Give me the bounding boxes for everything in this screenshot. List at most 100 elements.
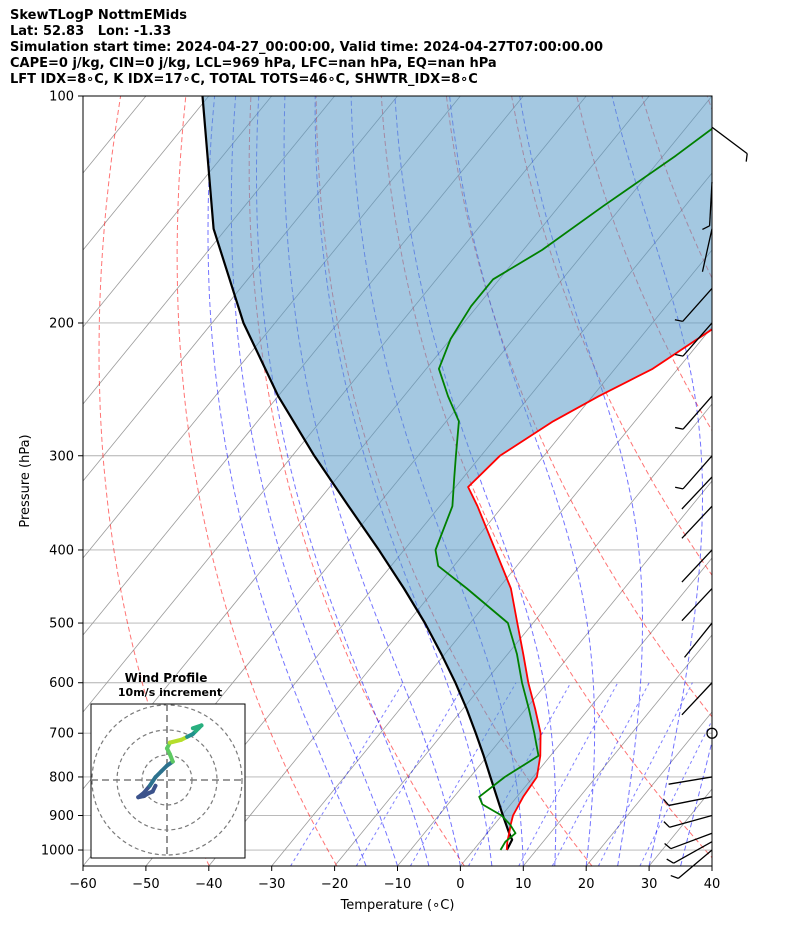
x-tick-label: 0 [456,877,464,892]
x-tick-label: −60 [69,877,96,892]
x-tick-label: −20 [321,877,348,892]
wind-barb-staff [668,776,713,785]
inset-title: Wind Profile [125,671,208,685]
dry-adiabat [248,96,465,866]
dry-adiabat [511,96,712,577]
wind-barb-staff [668,796,713,807]
dry-adiabat [315,96,593,866]
isotherm-gridline [460,557,712,866]
wind-profile-inset [90,703,246,859]
x-axis-label: Temperature (∘C) [340,898,455,913]
wind-barb-staff [681,505,713,539]
moist-adiabat [207,96,367,866]
chart-title-line-2: Lat: 52.83 Lon: -1.33 [10,24,172,39]
chart-title-line-3: Simulation start time: 2024-04-27_00:00:… [10,40,603,55]
y-tick-label: 1000 [41,844,74,859]
mixing-ratio-line [551,682,650,866]
wind-barbs [663,126,748,879]
axes: −60 −50 −40 −30 −20 −10 0 10 20 30 40 1000 900 800 700… [41,90,720,893]
wind-barb-feather [674,486,684,490]
isotherm-gridline [585,711,712,866]
wind-barb-feather [702,225,710,231]
wind-barb-staff [708,181,713,226]
isotherm-gridline [522,634,712,866]
y-tick-label: 400 [49,543,74,558]
x-tick-label: 20 [578,877,595,892]
isotherm-gridline [271,326,712,866]
y-axis-label: Pressure (hPa) [18,434,33,527]
hodograph-segment [190,723,204,731]
wind-barb-staff [669,814,713,828]
isotherm-gridline [83,96,84,97]
x-tick-label: −50 [132,877,159,892]
wind-barb-staff [711,126,748,155]
mixing-ratio-line [597,682,693,866]
wind-barb-staff [682,395,713,430]
dry-adiabat [176,96,338,866]
plot-area [83,96,794,866]
wind-barb-feather [674,353,684,357]
wind-barb-feather [674,426,684,430]
isotherm-gridline [83,96,210,251]
moist-adiabat [611,96,703,866]
wind-barb-staff [673,841,713,864]
x-tick-label: −40 [195,877,222,892]
moist-adiabat [519,96,643,866]
x-tick-label: −30 [258,877,285,892]
plot-clip-group [83,96,794,866]
wind-barb-staff [681,682,713,716]
temperature-profile-line [467,328,712,851]
moist-adiabat [230,96,398,866]
y-tick-label: 700 [49,727,74,742]
wind-barb-staff [681,476,713,510]
mixing-ratio-line [518,682,619,866]
wind-barb-feather [664,843,672,850]
y-tick-label: 500 [49,617,74,632]
parcel-profile-line [201,96,514,851]
y-tick-label: 200 [49,316,74,331]
x-tick-label: 40 [704,877,721,892]
y-tick-label: 100 [49,90,74,105]
chart-title-line-1: SkewTLogP NottmEMids [10,8,188,23]
wind-barb-feather [674,319,683,323]
y-tick-label: 300 [49,449,74,464]
mixing-ratio-line [290,682,404,866]
inset-clip-group [91,704,245,858]
mixing-ratio-line [409,682,517,866]
dry-adiabat [772,96,794,866]
x-tick-label: 10 [515,877,532,892]
wind-barb-feather [745,153,748,162]
y-tick-label: 900 [49,809,74,824]
calm-wind-circle [706,727,718,739]
wind-barb-feather [663,821,671,828]
wind-barb-staff [681,588,713,622]
wind-barb-staff [701,228,713,272]
y-tick-label: 600 [49,676,74,691]
wind-barb-feather [663,798,670,806]
wind-barb-feather [670,874,679,879]
wind-barb-staff [677,849,713,879]
y-tick-label: 800 [49,770,74,785]
isotherm-gridline [334,403,712,866]
wind-barb-feather [666,858,674,864]
dewpoint-profile-line [434,127,712,851]
isotherm-gridline [83,96,273,328]
isotherm-gridline [711,865,712,866]
wind-barb-staff [681,549,713,583]
x-tick-label: 30 [641,877,658,892]
cin-shaded-area [202,96,712,837]
wind-barb-staff [682,455,713,490]
inset-subtitle: 10m/s increment [118,686,222,699]
wind-barb-staff [682,288,713,322]
dry-adiabat [706,96,712,111]
mixing-ratio-line [355,682,466,866]
wind-barb-staff [682,322,713,357]
wind-barb-staff [670,832,713,850]
isotherm-gridline [775,96,794,866]
wind-barb-staff [684,622,713,658]
moist-adiabat [256,96,430,866]
x-tick-label: −10 [384,877,411,892]
chart-title-line-5: LFT IDX=8∘C, K IDX=17∘C, TOTAL TOTS=46∘C… [10,72,478,87]
chart-title-line-4: CAPE=0 j/kg, CIN=0 j/kg, LCL=969 hPa, LF… [10,56,497,71]
